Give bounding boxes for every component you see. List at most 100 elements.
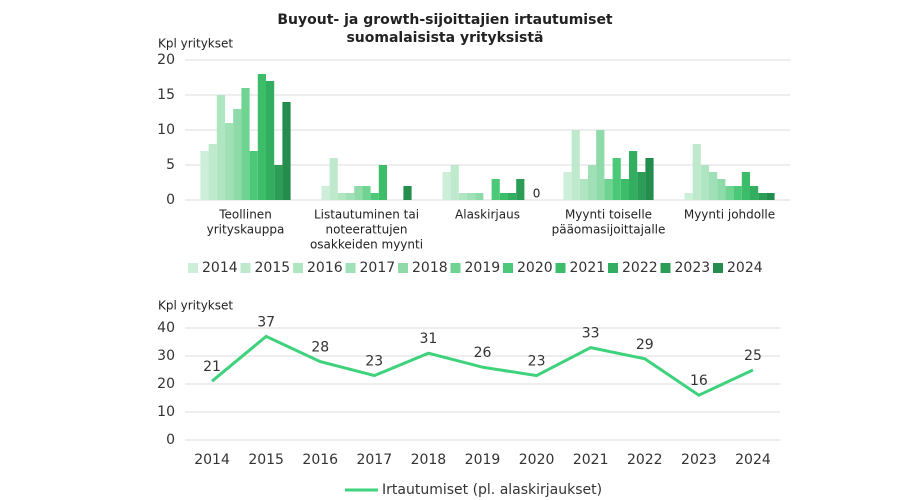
y-axis-label: Kpl yritykset — [158, 299, 233, 313]
bar — [516, 179, 525, 200]
bar — [684, 193, 693, 200]
bar — [491, 179, 500, 200]
x-tick-label: yrityskauppa — [207, 223, 285, 237]
y-tick-label: 10 — [157, 122, 175, 138]
bar — [629, 151, 638, 200]
x-tick-label: Myynti johdolle — [684, 208, 775, 222]
legend-swatch — [450, 263, 461, 273]
data-label: 21 — [203, 359, 221, 375]
bar — [200, 151, 209, 200]
data-label: 26 — [474, 345, 492, 361]
y-tick-label: 5 — [166, 157, 175, 173]
bar — [692, 144, 701, 200]
legend-swatch — [660, 263, 671, 273]
y-tick-label: 40 — [157, 320, 175, 336]
bar — [450, 165, 459, 200]
y-tick-label: 0 — [166, 192, 175, 208]
bar — [233, 109, 242, 200]
data-label: 33 — [582, 326, 600, 342]
bar — [249, 151, 258, 200]
y-tick-label: 30 — [157, 348, 175, 364]
bar — [216, 95, 225, 200]
bar — [571, 130, 580, 200]
x-tick-label: Myynti toiselle — [565, 208, 652, 222]
x-tick-label: 2014 — [194, 452, 230, 468]
bar — [329, 158, 338, 200]
x-tick-label: 2019 — [465, 452, 501, 468]
bar — [588, 165, 597, 200]
bar — [700, 165, 709, 200]
bar — [563, 172, 572, 200]
bar — [282, 102, 291, 200]
bar — [458, 193, 467, 200]
legend-swatch — [188, 263, 198, 273]
bar — [241, 88, 250, 200]
bar — [750, 186, 759, 200]
x-tick-label: 2017 — [356, 452, 392, 468]
bar — [266, 81, 275, 200]
legend-swatch — [398, 263, 408, 273]
bar — [346, 193, 355, 200]
x-tick-label: 2023 — [681, 452, 717, 468]
bar — [604, 179, 613, 200]
bar — [579, 179, 588, 200]
legend-label: 2020 — [517, 260, 553, 276]
bar — [362, 186, 371, 200]
legend-label: 2019 — [465, 260, 501, 276]
legend-label: 2022 — [622, 260, 658, 276]
x-tick-label: osakkeiden myynti — [310, 238, 423, 252]
bar — [508, 193, 517, 200]
y-tick-label: 10 — [157, 404, 175, 420]
legend-label: 2023 — [675, 260, 711, 276]
bar — [467, 193, 476, 200]
data-label: 28 — [311, 340, 329, 356]
bar — [620, 179, 629, 200]
legend-label: Irtautumiset (pl. alaskirjaukset) — [382, 482, 602, 498]
bar — [645, 158, 654, 200]
bar — [354, 186, 363, 200]
x-tick-label: Alaskirjaus — [455, 208, 520, 222]
x-tick-label: 2024 — [735, 452, 771, 468]
x-tick-label: 2020 — [519, 452, 555, 468]
bar — [274, 165, 283, 200]
legend-label: 2016 — [307, 260, 343, 276]
bar — [766, 193, 775, 200]
chart-title: suomalaisista yrityksistä — [346, 30, 543, 46]
bar — [758, 193, 767, 200]
x-tick-label: Teollinen — [218, 208, 272, 222]
data-label: 23 — [365, 354, 383, 370]
bar — [442, 172, 451, 200]
bar — [596, 130, 605, 200]
x-tick-label: Listautuminen tai — [314, 208, 419, 222]
bar — [725, 186, 734, 200]
bar — [612, 158, 621, 200]
legend-swatch — [608, 263, 618, 273]
y-tick-label: 20 — [157, 52, 175, 68]
x-tick-label: 2022 — [627, 452, 663, 468]
legend-swatch — [240, 263, 251, 273]
legend-label: 2024 — [727, 260, 763, 276]
data-label: 37 — [257, 314, 275, 330]
data-label: 23 — [528, 354, 546, 370]
x-tick-label: 2018 — [411, 452, 447, 468]
bar — [370, 193, 379, 200]
bar — [337, 193, 346, 200]
chart-title: Buyout- ja growth-sijoittajien irtautumi… — [277, 12, 613, 28]
data-label: 25 — [744, 348, 762, 364]
bar — [733, 186, 742, 200]
y-tick-label: 20 — [157, 376, 175, 392]
data-label: 31 — [419, 331, 437, 347]
x-tick-label: 2015 — [248, 452, 284, 468]
x-tick-label: pääomasijoittajalle — [552, 223, 666, 237]
bar — [257, 74, 266, 200]
bar — [709, 172, 718, 200]
x-tick-label: 2016 — [302, 452, 338, 468]
legend-label: 2017 — [360, 260, 396, 276]
legend-label: 2014 — [202, 260, 238, 276]
bar — [475, 193, 484, 200]
legend-swatch — [503, 263, 513, 273]
legend-swatch — [555, 263, 566, 273]
legend-label: 2018 — [412, 260, 448, 276]
bar — [637, 172, 646, 200]
